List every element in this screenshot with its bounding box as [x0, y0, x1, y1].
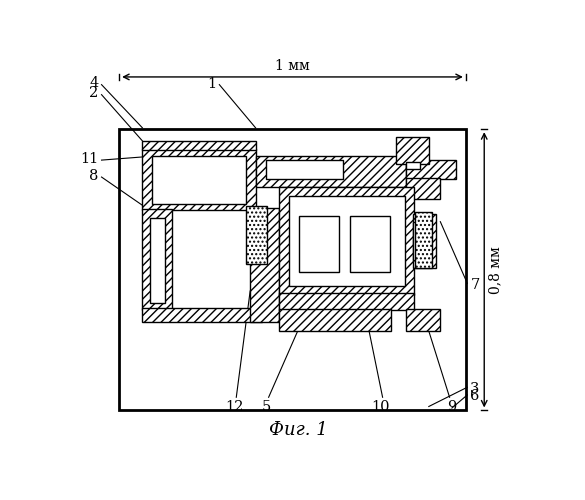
Text: Фиг. 1: Фиг. 1	[269, 420, 327, 438]
Text: 0,8 мм: 0,8 мм	[488, 246, 502, 294]
Bar	[119, 130, 466, 410]
Bar	[405, 162, 419, 170]
Bar	[414, 214, 436, 268]
Text: 12: 12	[225, 400, 243, 414]
Bar	[280, 294, 414, 310]
Text: 4: 4	[89, 76, 98, 90]
Bar	[150, 218, 166, 302]
Bar	[256, 156, 405, 187]
Bar	[414, 222, 427, 260]
Text: 1 мм: 1 мм	[275, 59, 310, 73]
Bar	[142, 208, 171, 310]
Text: 10: 10	[371, 400, 390, 414]
Bar	[288, 196, 405, 286]
Text: 5: 5	[261, 400, 271, 414]
Bar	[250, 208, 280, 322]
Text: 8: 8	[89, 168, 98, 182]
Bar	[266, 160, 343, 180]
Bar	[142, 141, 256, 150]
Bar	[152, 156, 246, 204]
Bar	[405, 310, 441, 331]
Text: 2: 2	[89, 86, 98, 100]
Bar	[280, 187, 414, 295]
Text: 1: 1	[207, 77, 216, 91]
Bar	[142, 308, 261, 322]
Bar	[415, 212, 432, 268]
Bar	[280, 310, 391, 331]
Text: 6: 6	[470, 390, 480, 404]
Text: 3: 3	[470, 382, 480, 396]
Text: 9: 9	[448, 400, 456, 414]
Bar	[300, 216, 339, 272]
Bar	[350, 216, 390, 272]
Text: 11: 11	[80, 152, 98, 166]
Bar	[405, 178, 441, 199]
Bar	[142, 148, 256, 210]
Bar	[397, 137, 429, 164]
Bar	[405, 160, 456, 180]
Text: 7: 7	[470, 278, 480, 292]
Bar	[246, 206, 267, 264]
